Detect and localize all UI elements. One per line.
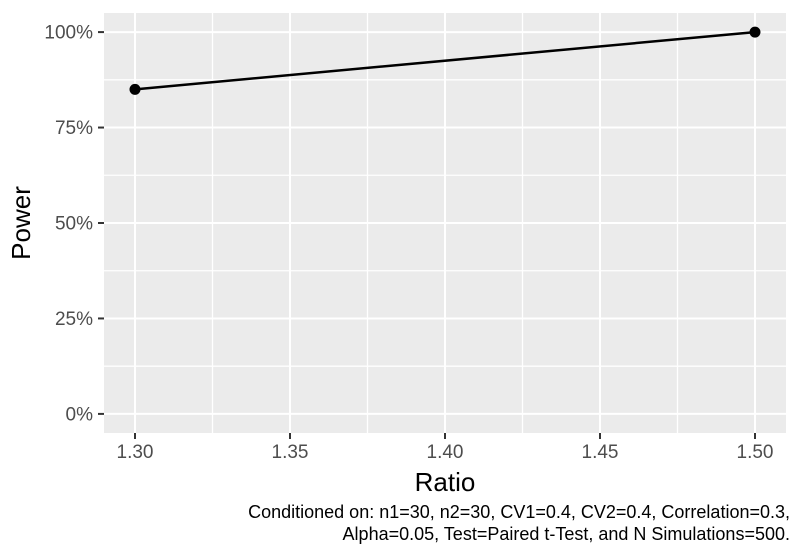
x-tick-label: 1.50 [737,442,774,463]
y-tick-label: 0% [66,405,94,426]
x-tick-label: 1.40 [427,442,464,463]
power-line [134,30,756,91]
x-tick-label: 1.35 [272,442,309,463]
caption-line-1: Conditioned on: n1=30, n2=30, CV1=0.4, C… [248,502,790,522]
plot-panel: 1.30 1.35 1.40 1.45 1.50 0% 25% 50% 75% 100% [44,13,786,463]
x-tick-label: 1.45 [582,442,619,463]
data-point [749,26,761,38]
x-tick-label: 1.30 [117,442,154,463]
y-tick-label: 100% [44,23,93,44]
plot-caption: Conditioned on: n1=30, n2=30, CV1=0.4, C… [248,501,790,545]
data-point [129,83,141,95]
y-tick-label: 25% [55,309,93,330]
y-axis-title: Power [6,186,36,260]
y-tick-label: 50% [55,214,93,235]
caption-line-2: Alpha=0.05, Test=Paired t-Test, and N Si… [342,524,790,544]
x-axis-title: Ratio [415,467,476,497]
y-tick-label: 75% [55,118,93,139]
